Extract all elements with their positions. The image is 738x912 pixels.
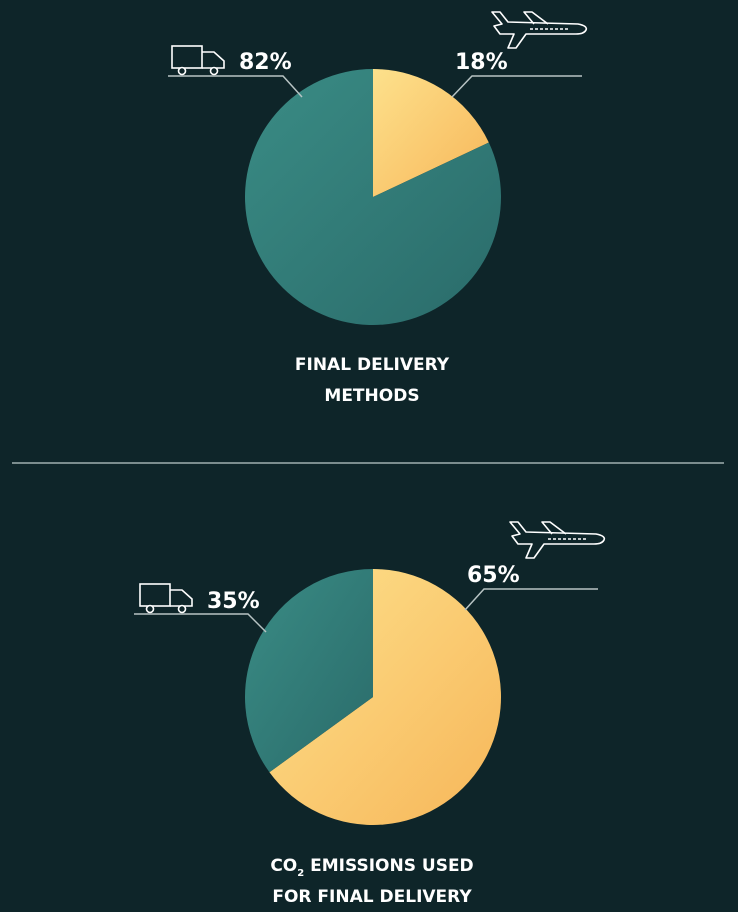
pie1-slices [245,69,501,325]
pie-chart-co2-emissions: 35% 65% CO2 EMISSIONS USED FOR FINAL DEL… [134,521,606,907]
pie1-slice-air [373,69,489,197]
pie2-slice-road [245,569,373,773]
label-35-percent: 35% [207,589,260,614]
pie2-slice-air [269,569,501,826]
pie2-caption-line1: CO2 EMISSIONS USED [270,856,473,879]
leader-line-35 [134,613,267,633]
co2-prefix: CO [270,856,297,876]
pie-chart-final-delivery-methods: 82% 18% FINAL DELIVERY METHODS [168,11,588,406]
airplane-icon [509,521,606,559]
pie2-caption-line2: FOR FINAL DELIVERY [272,887,472,907]
co2-subscript: 2 [297,868,304,879]
airplane-icon [491,11,588,49]
pie2-slices [245,569,501,826]
pie1-caption-line2: METHODS [324,386,419,406]
truck-icon [139,583,193,614]
leader-line-18 [451,75,582,98]
truck-icon [171,45,225,76]
co2-rest: EMISSIONS USED [304,856,473,876]
pie1-slice-road [245,69,501,325]
leader-line-65 [464,588,598,611]
leader-line-82 [168,75,303,98]
label-82-percent: 82% [239,50,292,75]
label-18-percent: 18% [455,50,508,75]
label-65-percent: 65% [467,563,520,588]
pie1-caption-line1: FINAL DELIVERY [295,355,450,375]
